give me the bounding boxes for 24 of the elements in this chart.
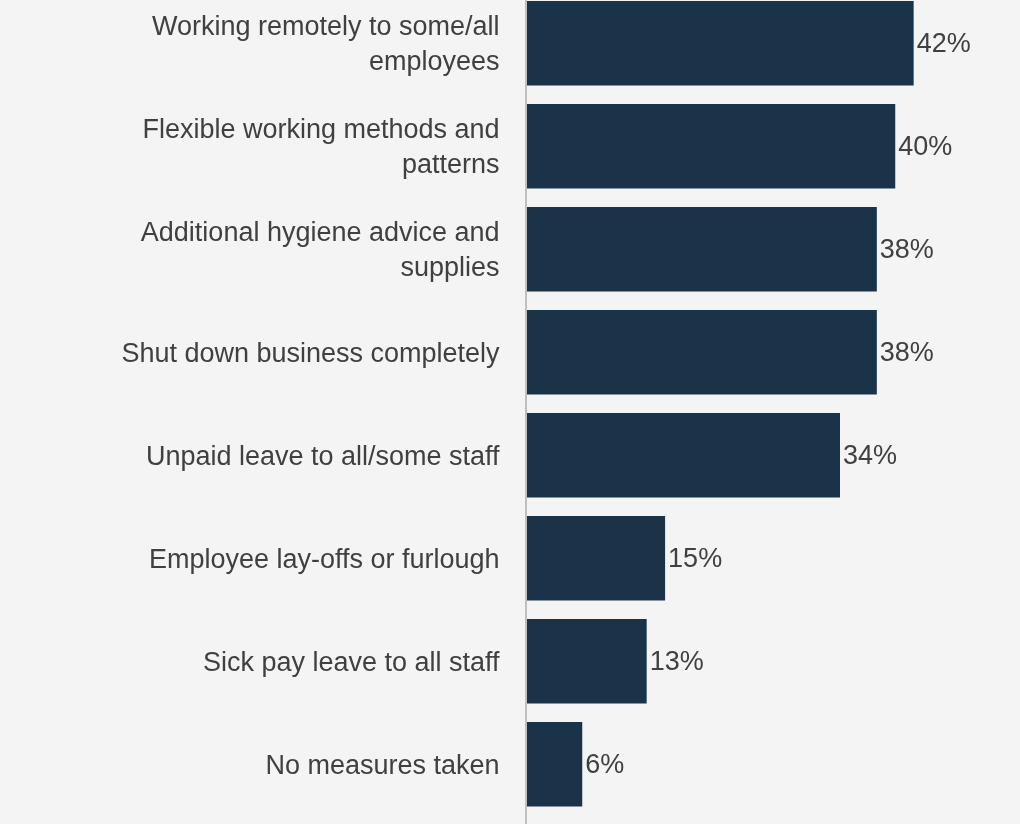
bar xyxy=(527,722,583,807)
y-tick-label: Shut down business completely xyxy=(121,337,501,368)
bar xyxy=(527,619,647,704)
data-label: 38% xyxy=(879,337,934,368)
bar xyxy=(527,310,877,395)
bar xyxy=(527,516,666,601)
bar xyxy=(527,207,877,292)
bar xyxy=(527,413,840,498)
data-label: 6% xyxy=(585,749,625,780)
y-tick-label: No measures taken xyxy=(265,749,500,780)
data-label: 15% xyxy=(668,543,723,574)
data-label: 38% xyxy=(879,234,934,265)
data-label: 13% xyxy=(649,646,704,677)
y-tick-label: Working remotely to some/all employees xyxy=(151,11,500,77)
data-label: 34% xyxy=(843,440,898,471)
data-label: 40% xyxy=(898,131,953,162)
y-tick-label: Flexible working methods and patterns xyxy=(142,114,500,180)
y-tick-label: Employee lay-offs or furlough xyxy=(148,543,500,574)
bar xyxy=(527,1,914,86)
bar xyxy=(527,104,896,189)
y-tick-label: Sick pay leave to all staff xyxy=(202,646,501,677)
y-tick-label: Additional hygiene advice and supplies xyxy=(140,217,500,283)
data-label: 42% xyxy=(916,28,971,59)
y-tick-label: Unpaid leave to all/some staff xyxy=(145,440,501,471)
